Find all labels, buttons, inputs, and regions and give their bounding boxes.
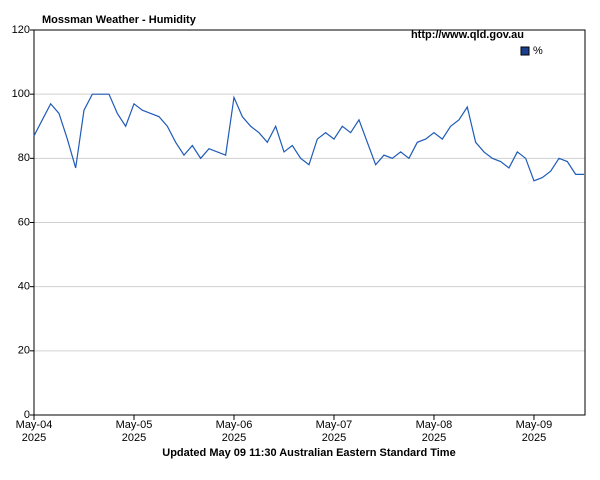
x-tick-label: May-06 2025	[216, 419, 253, 444]
x-tick-label: May-05 2025	[116, 419, 153, 444]
y-tick-label: 20	[18, 345, 30, 357]
x-tick-label: May-07 2025	[316, 419, 353, 444]
x-tick-label: May-09 2025	[516, 419, 553, 444]
footer: Updated May 09 11:30 Australian Eastern …	[162, 447, 455, 459]
y-tick-label: 0	[24, 409, 30, 421]
plot-frame	[33, 29, 586, 416]
legend-label: %	[533, 45, 543, 57]
legend-swatch	[520, 46, 530, 56]
y-tick-label: 60	[18, 216, 30, 228]
line	[33, 93, 584, 182]
x-tick-label: May-04 2025	[16, 419, 53, 444]
y-tick-label: 40	[18, 281, 30, 293]
y-tick-label: 100	[12, 88, 30, 100]
annotation: http://www.qld.gov.au	[411, 29, 524, 41]
y-tick-label: 120	[12, 24, 30, 36]
chart-title: Mossman Weather - Humidity	[42, 14, 197, 26]
x-tick-label: May-08 2025	[416, 419, 453, 444]
y-tick-label: 80	[18, 152, 30, 164]
